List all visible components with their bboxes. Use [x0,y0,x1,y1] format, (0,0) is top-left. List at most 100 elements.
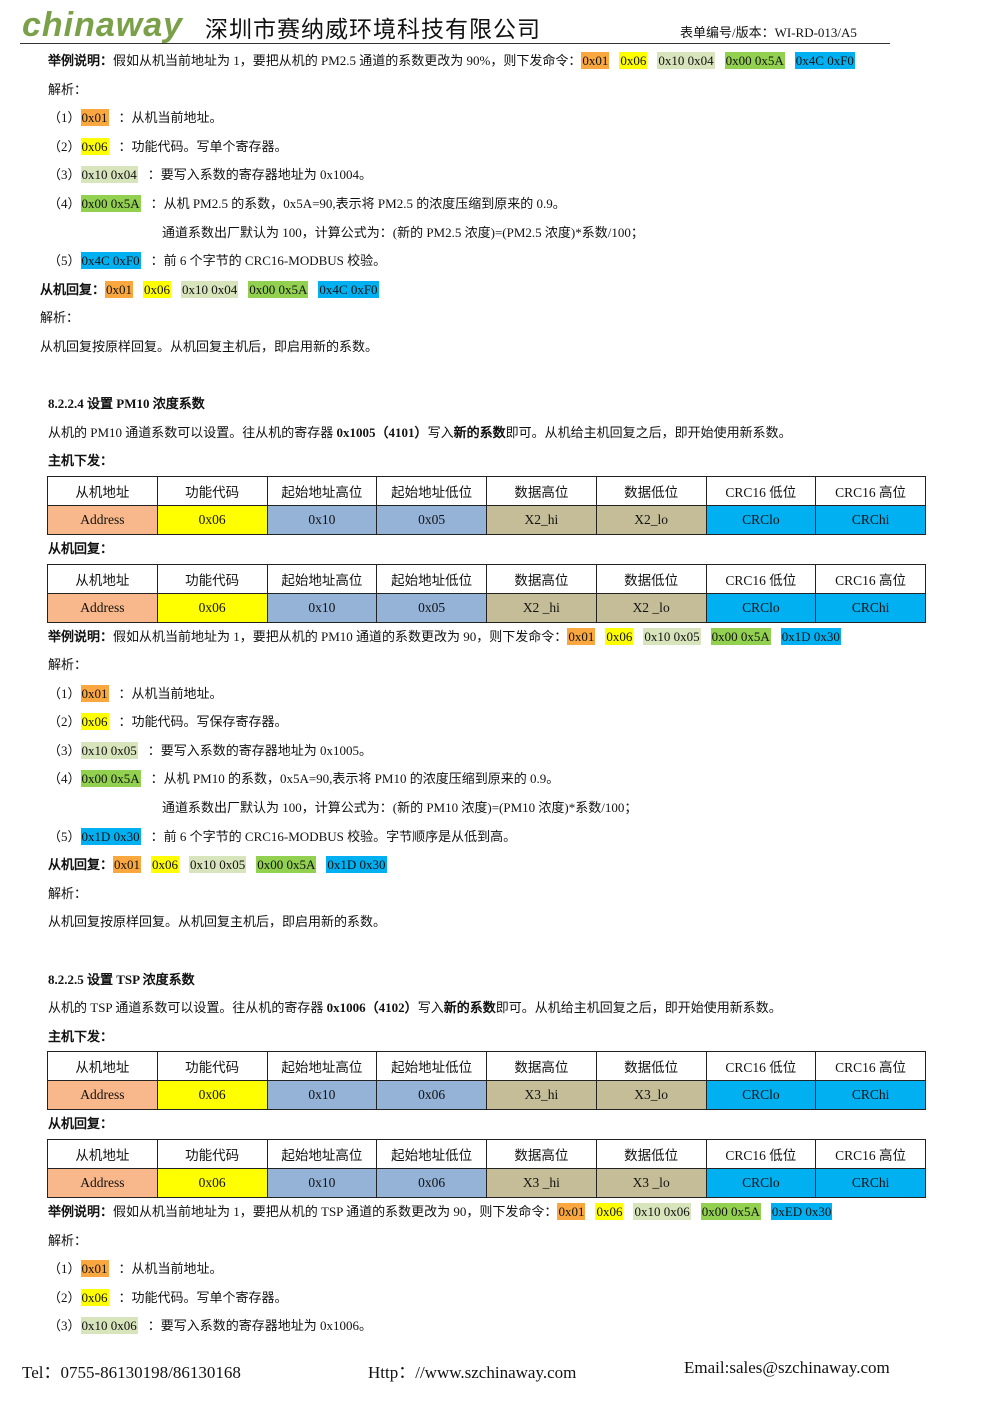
hex-code: 0x10 0x06 [80,1317,138,1335]
hex-code: 0x06 [619,52,648,69]
text-segment: ：从机 PM10 的系数，0x5A=90,表示将 PM10 的浓度压缩到原来的 … [150,771,560,787]
data-cell: 0x06 [156,1080,268,1111]
data-cell: CRChi [815,1168,926,1198]
register-table: 从机地址 功能代码 起始地址高位 起始地址低位 数据高位 数据低位 CRC16 低位 CRC1… [47,563,926,623]
text-line: （3）0x10 0x04 ：要写入系数的寄存器地址为 0x1004。 [0,161,1000,190]
hex-code: 0x06 [143,280,172,298]
data-cell: X2_hi [486,504,597,535]
text-line: （4）0x00 0x5A ：从机 PM10 的系数，0x5A=90,表示将 PM1… [0,765,1000,794]
header-cell: CRC16 高位 [815,475,926,506]
hex-code: 0x06 [151,856,180,874]
text-segment: 写入 [427,424,454,440]
header-cell: CRC16 低位 [705,1051,817,1082]
header-cell: 起始地址低位 [376,1139,487,1169]
text-segment: 即可。从机给主机回复之后，即开始使用新系数。 [505,424,792,440]
header-cell: 功能代码 [156,1051,268,1082]
text-line: （2）0x06 ：功能代码。写保存寄存器。 [0,708,1000,737]
text-segment: 解析： [48,885,88,901]
header: chinaway 深圳市赛纳威环境科技有限公司 表单编号/版本：WI-RD-01… [0,0,1000,48]
register-table: 从机地址 功能代码 起始地址高位 起始地址低位 数据高位 数据低位 CRC16 低位 CRC1… [47,1139,926,1198]
hex-code: 0x10 0x05 [80,741,138,759]
text-line: （3）0x10 0x05 ：要写入系数的寄存器地址为 0x1005。 [0,737,1000,766]
text-segment: 从机回复： [48,1116,114,1132]
text-segment: 写入 [417,1000,444,1016]
text-segment: 即可。从机给主机回复之后，即开始使用新系数。 [495,1000,782,1016]
text-line: 主机下发： [0,447,1000,476]
header-cell: 从机地址 [47,563,158,594]
text-segment: 解析： [48,1232,88,1248]
text-segment: 8.2.2.5 设置 TSP 浓度系数 [48,971,195,987]
text-segment: 解析： [48,657,88,673]
text-segment: 从机的 PM10 通道系数可以设置。往从机的寄存器 [48,424,337,440]
data-cell: CRClo [705,592,817,623]
header-cell: CRC16 低位 [705,475,817,506]
text-line: 通道系数出厂默认为 100，计算公式为：(新的 PM10 浓度)=(PM10 浓… [0,794,1000,823]
data-cell: Address [47,1080,158,1111]
text-segment: 8.2.2.4 设置 PM10 浓度系数 [48,396,205,412]
header-cell: CRC16 低位 [705,563,817,594]
text-line: （2）0x06 ：功能代码。写单个寄存器。 [0,1284,1000,1313]
text-segment: 主机下发： [48,453,114,469]
text-segment: 0x1005（4101） [336,424,428,440]
section-heading: 8.2.2.4 设置 PM10 浓度系数 [0,390,1000,419]
text-line: 从机回复按原样回复。从机回复主机后，即启用新的系数。 [0,333,1000,362]
text-segment: 举例说明： [48,628,114,644]
data-cell: 0x06 [376,1080,487,1111]
text-segment: ：从机当前地址。 [118,110,223,126]
data-cell: 0x06 [156,592,268,623]
hex-code: 0x06 [80,137,109,155]
header-cell: CRC16 高位 [815,1139,926,1169]
hex-code: 0x01 [567,627,596,645]
footer-web: Http：//www.szchinaway.com [368,1363,577,1382]
header-cell: 从机地址 [47,1139,158,1169]
text-segment: ：要写入系数的寄存器地址为 0x1005。 [147,742,373,758]
text-segment: 从机回复按原样回复。从机回复主机后，即启用新的系数。 [40,338,379,354]
text-segment: 从机回复： [40,281,106,297]
header-cell: 数据高位 [486,1051,597,1082]
table-header-row: 从机地址 功能代码 起始地址高位 起始地址低位 数据高位 数据低位 CRC16 低位 CRC1… [47,563,926,594]
text-line: 举例说明：假如从机当前地址为 1，要把从机的 TSP 通道的系数更改为 90，则… [0,1198,1000,1227]
hex-code: 0x1D 0x30 [80,827,141,845]
text-segment: 解析： [48,81,88,97]
text-line: 举例说明：假如从机当前地址为 1，要把从机的 PM10 通道的系数更改为 90，… [0,623,1000,652]
data-cell: CRChi [815,592,926,623]
data-cell: 0x10 [266,1080,378,1111]
data-cell: X3_hi [486,1080,597,1111]
hex-code: 0x01 [80,109,109,127]
text-line: 从机回复：0x01 0x06 0x10 0x04 0x00 0x5A 0x4C 0xF0 [0,276,1000,305]
data-cell: 0x06 [156,504,268,535]
header-cell: 数据高位 [486,1139,597,1169]
header-cell: 数据低位 [595,563,707,594]
hex-code: 0x00 0x5A [724,52,785,69]
register-table: 从机地址 功能代码 起始地址高位 起始地址低位 数据高位 数据低位 CRC16 低位 CRC1… [47,475,926,535]
text-line: 从机的 TSP 通道系数可以设置。往从机的寄存器 0x1006（4102）写入新… [0,994,1000,1023]
form-number: 表单编号/版本：WI-RD-013/A5 [680,25,857,40]
hex-code: 0xED 0x30 [770,1203,833,1220]
hex-code: 0x1D 0x30 [780,627,841,645]
header-cell: 数据低位 [595,1051,707,1082]
hex-code: 0x06 [595,1203,624,1220]
text-segment: 0x1006（4102） [326,1000,418,1016]
hex-code: 0x4C 0xF0 [318,280,379,298]
table-data-row: Address 0x06 0x10 0x06 X3 _hi X3 _lo CRClo CRCh… [47,1168,926,1198]
data-cell: CRClo [705,1080,817,1111]
text-line: （5）0x1D 0x30 ：前 6 个字节的 CRC16-MODBUS 校验。字节… [0,823,1000,852]
text-line: （2）0x06 ：功能代码。写单个寄存器。 [0,133,1000,162]
text-line: 举例说明：假如从机当前地址为 1，要把从机的 PM2.5 通道的系数更改为 90… [0,47,1000,76]
data-cell: 0x10 [266,592,378,623]
text-line: 解析： [0,880,1000,909]
header-cell: CRC16 高位 [815,1051,926,1082]
text-segment: （1） [48,1261,81,1277]
hex-code: 0x10 0x05 [189,856,247,874]
header-cell: 从机地址 [47,1051,158,1082]
header-cell: 功能代码 [156,1139,268,1169]
text-segment: 通道系数出厂默认为 100，计算公式为：(新的 PM10 浓度)=(PM10 浓… [162,800,638,816]
text-line: 解析： [0,304,1000,333]
text-segment: 从机的 TSP 通道系数可以设置。往从机的寄存器 [48,1000,327,1016]
hex-code: 0x00 0x5A [256,856,317,874]
hex-code: 0x00 0x5A [80,194,141,212]
text-line: 从机回复： [0,1110,1000,1139]
header-cell: CRC16 高位 [815,563,926,594]
text-segment: （4） [48,771,81,787]
text-segment: （5） [48,828,81,844]
